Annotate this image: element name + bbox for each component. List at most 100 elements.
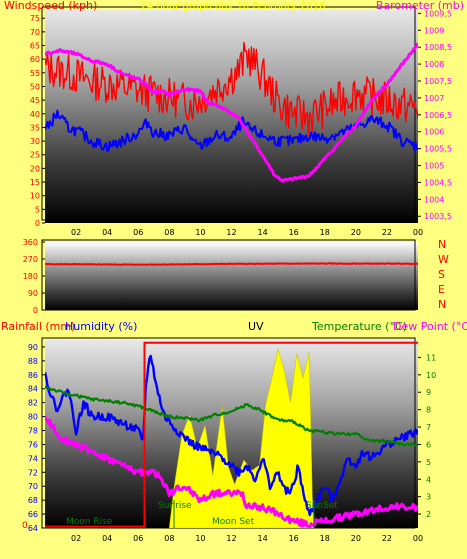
barometer-tick-label: 1008 [424, 60, 444, 69]
windspeed-tick-label: 35 [30, 123, 40, 132]
barometer-tick-label: 1007 [424, 94, 444, 103]
barometer-tick-label: 1003,5 [424, 212, 452, 221]
uv-temp-tick-label: 7 [426, 423, 431, 432]
x-tick-label: 14 [257, 534, 267, 543]
humidity-tick-label: 84 [28, 385, 38, 394]
temperature-line [45, 385, 418, 447]
x-tick-label: 12 [226, 228, 236, 237]
humidity-tick-label: 70 [28, 482, 38, 491]
bottom-series [45, 341, 418, 528]
compass-letter: W [438, 253, 449, 266]
direction-tick-label: 180 [23, 272, 38, 281]
x-tick-label: 22 [382, 228, 392, 237]
barometer-tick-label: 1008,5 [424, 43, 452, 52]
wind-direction-line [45, 262, 418, 266]
direction-tick-label: 90 [28, 289, 38, 298]
uv-temp-tick-label: 11 [426, 353, 436, 362]
windspeed-tick-label: 75 [30, 14, 40, 23]
x-tick-label: 00 [413, 228, 423, 237]
windspeed-tick-label: 40 [30, 110, 40, 119]
moonrise-label: Moon Rise [66, 517, 113, 527]
x-tick-label: 10 [195, 228, 205, 237]
barometer-axis-label: Barometer (mb) [376, 0, 464, 12]
x-tick-label: 08 [164, 534, 174, 543]
x-tick-label: 10 [195, 534, 205, 543]
event-annotations: Moon Rise Sunrise Moon Set SunSet [66, 501, 338, 527]
x-tick-label: 04 [102, 534, 112, 543]
top-x-ticks: 02 04 06 08 10 12 14 16 18 20 22 00 [71, 228, 423, 237]
windspeed-tick-label: 45 [30, 96, 40, 105]
humidity-tick-label: 74 [28, 454, 38, 463]
chart-title: 24 hour graph day 10 February 2016 [141, 1, 326, 12]
humidity-axis-label: Humidity (%) [65, 320, 137, 333]
windspeed-tick-label: 15 [30, 178, 40, 187]
windspeed-line [45, 41, 418, 135]
humidity-tick-label: 68 [28, 496, 38, 505]
x-tick-label: 06 [133, 534, 143, 543]
compass-letter: N [438, 298, 446, 311]
barometer-tick-label: 1004,5 [424, 178, 452, 187]
barometer-ticks: 1003,5 1004 1004,5 1005 1005,5 1006 1006,5 1007… [418, 9, 452, 221]
x-tick-label: 20 [351, 228, 361, 237]
windspeed-tick-label: 0 [35, 219, 40, 228]
sunset-label: SunSet [306, 501, 338, 511]
barometer-tick-label: 1009 [424, 26, 444, 35]
compass-letter: N [438, 238, 446, 251]
windspeed-tick-label: 50 [30, 82, 40, 91]
x-tick-label: 02 [71, 534, 81, 543]
direction-tick-label: 270 [23, 255, 38, 264]
sunrise-label: Sunrise [158, 501, 192, 511]
plot-background [45, 10, 418, 223]
uv-temp-tick-label: 6 [426, 440, 431, 449]
windspeed-tick-label: 5 [35, 205, 40, 214]
windspeed-tick-label: 25 [30, 151, 40, 160]
humidity-ticks: 64 66 68 70 72 74 76 78 80 82 84 86 88 90 [28, 343, 45, 533]
barometer-tick-label: 1005 [424, 162, 444, 171]
moonset-label: Moon Set [212, 517, 255, 527]
wind-barometer-chart: Windspeed (kph) 24 hour graph day 10 Feb… [4, 0, 464, 237]
x-tick-label: 14 [257, 228, 267, 237]
x-tick-label: 02 [71, 228, 81, 237]
x-tick-label: 20 [351, 534, 361, 543]
plot-background [45, 242, 418, 310]
barometer-tick-label: 1005,5 [424, 145, 452, 154]
humidity-tick-label: 88 [28, 357, 38, 366]
humidity-tick-label: 80 [28, 413, 38, 422]
x-tick-label: 08 [164, 228, 174, 237]
windspeed-tick-label: 20 [30, 164, 40, 173]
humidity-tick-label: 66 [28, 510, 38, 519]
uv-temp-tick-label: 5 [426, 458, 431, 467]
humidity-tick-label: 90 [28, 343, 38, 352]
x-tick-label: 00 [413, 534, 423, 543]
direction-tick-label: 0 [33, 306, 38, 315]
x-tick-label: 04 [102, 228, 112, 237]
windspeed-tick-label: 30 [30, 137, 40, 146]
uv-temp-tick-label: 2 [426, 510, 431, 519]
windspeed-tick-label: 70 [30, 28, 40, 37]
uv-temp-tick-label: 8 [426, 406, 431, 415]
x-tick-label: 18 [320, 534, 330, 543]
plot-frame [41, 239, 416, 311]
humidity-tick-label: 82 [28, 399, 38, 408]
barometer-tick-label: 1006 [424, 128, 444, 137]
bottom-x-ticks: 02 04 06 08 10 12 14 16 18 20 22 00 [71, 534, 423, 543]
humidity-tick-label: 78 [28, 427, 38, 436]
barometer-tick-label: 1004 [424, 195, 444, 204]
temp-humidity-chart: Rainfall (mm) Humidity (%) UV Temperatur… [1, 320, 467, 543]
x-tick-label: 16 [289, 534, 299, 543]
uv-temp-tick-label: 9 [426, 388, 431, 397]
uv-temp-tick-label: 3 [426, 493, 431, 502]
dewpoint-axis-label: Dew Point (°C) [393, 320, 467, 333]
x-tick-label: 12 [226, 534, 236, 543]
uv-axis-label: UV [248, 320, 264, 333]
dewpoint-line [45, 415, 418, 528]
windspeed-tick-label: 60 [30, 55, 40, 64]
direction-series [45, 262, 418, 266]
rainfall-axis-label: Rainfall (mm) [1, 320, 75, 333]
compass-letter: S [438, 268, 445, 281]
rainfall-line [45, 341, 418, 528]
direction-ticks: 0 90 180 270 360 [23, 238, 45, 315]
